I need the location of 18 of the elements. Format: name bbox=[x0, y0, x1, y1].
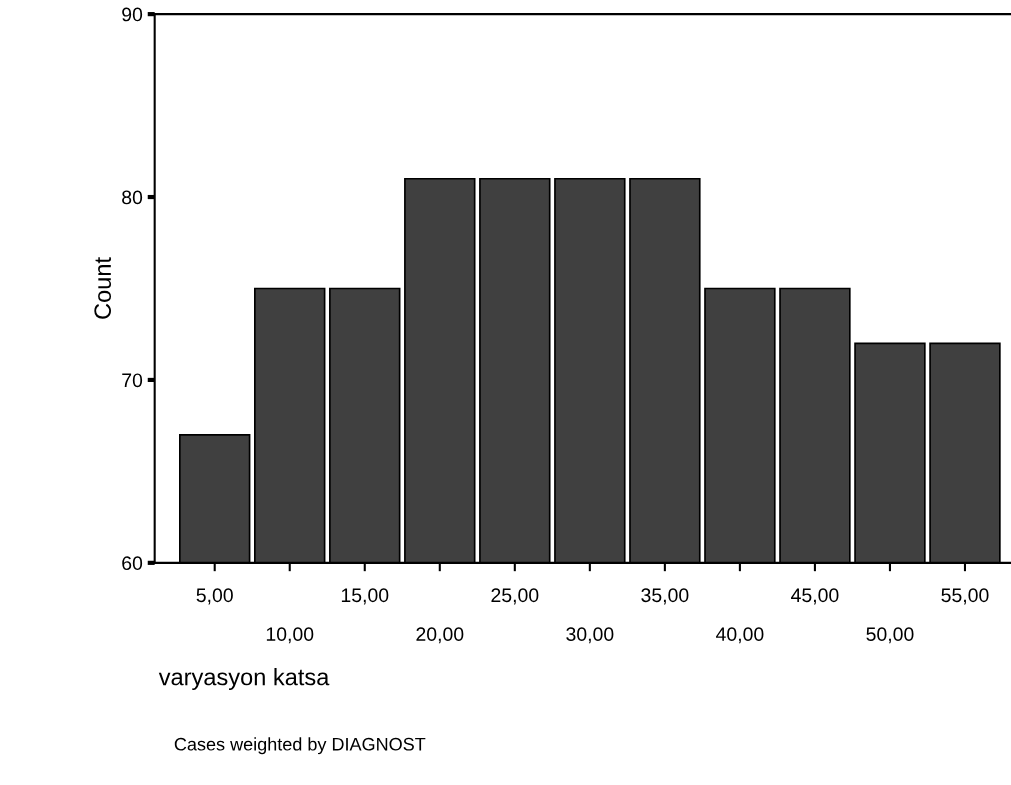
x-axis-title: varyasyon katsa bbox=[158, 668, 330, 691]
x-tick-label: 20,00 bbox=[416, 627, 464, 644]
x-tick-label: 35,00 bbox=[641, 588, 689, 605]
y-tick-label: 90 bbox=[122, 7, 143, 22]
y-tick-label: 70 bbox=[122, 373, 143, 388]
x-tick-label: 5,00 bbox=[196, 588, 233, 605]
x-tick-label: 50,00 bbox=[866, 627, 914, 644]
x-tick-label: 45,00 bbox=[791, 588, 839, 605]
y-axis-title: Count bbox=[94, 257, 112, 319]
x-tick-label: 15,00 bbox=[341, 588, 389, 605]
y-tick-label: 80 bbox=[122, 190, 143, 205]
x-tick-label: 55,00 bbox=[941, 588, 989, 605]
x-tick-label: 10,00 bbox=[266, 627, 314, 644]
text: Cases weighted by DIAGNOST bbox=[174, 737, 426, 755]
x-tick-label: 40,00 bbox=[716, 627, 764, 644]
y-tick-label: 60 bbox=[122, 556, 143, 571]
x-tick-label: 30,00 bbox=[566, 627, 614, 644]
x-tick-label: 25,00 bbox=[491, 588, 539, 605]
